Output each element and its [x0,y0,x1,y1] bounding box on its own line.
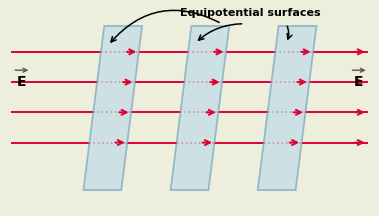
Polygon shape [171,26,229,190]
Text: Equipotential surfaces: Equipotential surfaces [180,8,321,18]
Polygon shape [83,26,142,190]
Text: $\mathbf{E}$: $\mathbf{E}$ [353,75,363,89]
Text: $\mathbf{E}$: $\mathbf{E}$ [16,75,26,89]
Polygon shape [258,26,316,190]
